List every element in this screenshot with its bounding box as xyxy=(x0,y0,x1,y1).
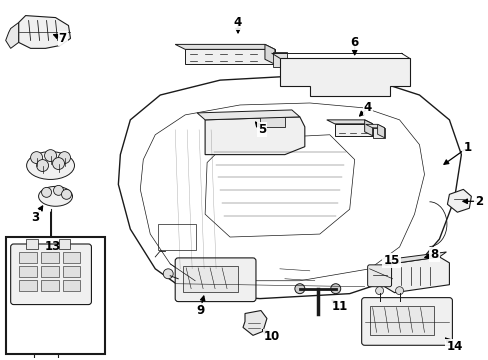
FancyBboxPatch shape xyxy=(11,244,91,305)
Polygon shape xyxy=(264,44,274,64)
Polygon shape xyxy=(279,58,408,96)
Bar xyxy=(19,280,37,291)
Polygon shape xyxy=(384,257,448,293)
Circle shape xyxy=(61,189,71,199)
Text: 15: 15 xyxy=(383,255,399,267)
FancyBboxPatch shape xyxy=(367,265,391,287)
Polygon shape xyxy=(118,75,461,298)
Polygon shape xyxy=(364,120,372,136)
Circle shape xyxy=(37,159,48,171)
Bar xyxy=(62,280,81,291)
Text: 4: 4 xyxy=(233,16,242,29)
Text: 7: 7 xyxy=(59,32,66,45)
Circle shape xyxy=(52,158,64,170)
Circle shape xyxy=(59,152,70,163)
Polygon shape xyxy=(197,110,299,120)
Text: 14: 14 xyxy=(446,340,462,353)
Text: 11: 11 xyxy=(331,300,347,313)
Circle shape xyxy=(41,188,51,197)
Circle shape xyxy=(53,185,63,195)
Circle shape xyxy=(44,150,57,162)
Circle shape xyxy=(163,269,173,279)
Bar xyxy=(19,266,37,277)
Polygon shape xyxy=(372,128,384,138)
Polygon shape xyxy=(260,117,285,127)
Polygon shape xyxy=(384,252,446,265)
Polygon shape xyxy=(365,124,384,128)
Polygon shape xyxy=(334,124,372,136)
Text: 5: 5 xyxy=(257,123,265,136)
Ellipse shape xyxy=(26,152,74,179)
Bar xyxy=(41,266,59,277)
Text: 13: 13 xyxy=(44,240,61,253)
Text: 10: 10 xyxy=(263,330,280,343)
Bar xyxy=(59,239,70,249)
Bar xyxy=(369,306,433,336)
Text: 3: 3 xyxy=(31,211,40,224)
Circle shape xyxy=(330,284,340,294)
Text: 1: 1 xyxy=(462,141,470,154)
Bar xyxy=(272,52,286,67)
Text: 12: 12 xyxy=(44,345,61,358)
Bar xyxy=(183,266,238,292)
Circle shape xyxy=(31,152,42,163)
Bar xyxy=(158,224,196,250)
Polygon shape xyxy=(326,120,372,124)
Polygon shape xyxy=(185,49,274,64)
Text: 4: 4 xyxy=(363,102,371,114)
Text: 9: 9 xyxy=(196,304,204,317)
Text: 2: 2 xyxy=(474,195,483,208)
Polygon shape xyxy=(6,23,19,48)
FancyBboxPatch shape xyxy=(361,298,451,345)
FancyBboxPatch shape xyxy=(175,258,255,302)
Polygon shape xyxy=(175,44,274,49)
Circle shape xyxy=(375,287,383,294)
Bar xyxy=(6,237,105,354)
Polygon shape xyxy=(447,189,470,212)
Polygon shape xyxy=(204,117,304,154)
Bar xyxy=(41,252,59,263)
Ellipse shape xyxy=(39,186,72,206)
Polygon shape xyxy=(377,124,384,138)
Text: 6: 6 xyxy=(350,36,358,49)
Polygon shape xyxy=(243,311,266,336)
Circle shape xyxy=(395,287,403,294)
Bar xyxy=(25,239,38,249)
Bar xyxy=(41,280,59,291)
Bar xyxy=(19,252,37,263)
Bar xyxy=(62,252,81,263)
Bar xyxy=(62,266,81,277)
Circle shape xyxy=(294,284,304,294)
Polygon shape xyxy=(19,15,70,48)
Text: 8: 8 xyxy=(429,248,438,261)
